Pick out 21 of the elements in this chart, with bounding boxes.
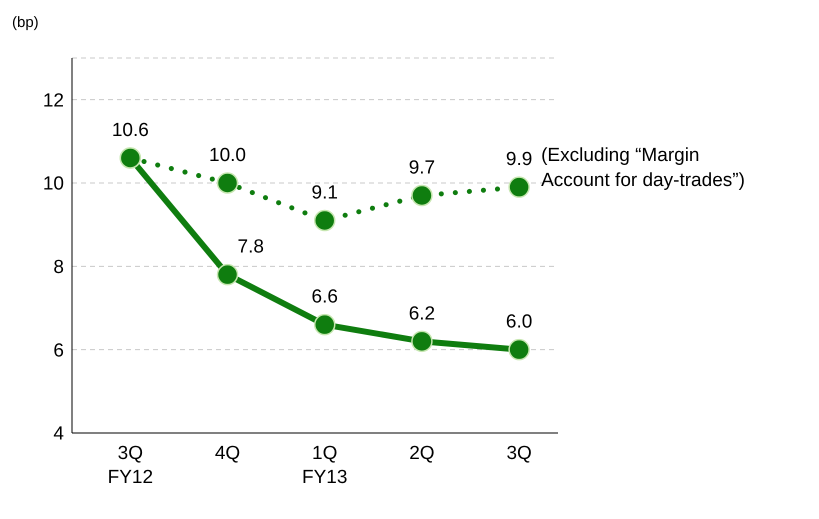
series-label: (Excluding “Margin Account for day-trades”): [541, 145, 745, 192]
y-tick-label: 10: [42, 174, 64, 195]
data-label: 9.9: [506, 149, 532, 170]
y-axis-title: (bp): [12, 14, 39, 31]
data-label: 10.6: [112, 120, 149, 141]
y-tick-label: 8: [53, 257, 64, 278]
x-tick-label: 2Q: [409, 443, 435, 464]
x-tick-label: 3Q FY12: [108, 443, 154, 488]
data-label: 9.1: [312, 182, 338, 204]
y-tick-label: 6: [53, 340, 64, 362]
data-label: 6.2: [408, 303, 436, 324]
data-label: 10.0: [209, 145, 246, 166]
x-tick-label: 4Q: [214, 443, 240, 464]
data-label: 7.8: [238, 236, 264, 258]
data-label: 6.6: [312, 286, 338, 308]
y-tick-label: 12: [42, 90, 64, 112]
data-label: 9.7: [408, 158, 436, 178]
y-tick-label: 4: [53, 424, 64, 445]
x-tick-label: 3Q: [506, 443, 532, 464]
data-label: 6.0: [506, 312, 532, 333]
x-tick-label: 1Q FY13: [302, 443, 348, 488]
